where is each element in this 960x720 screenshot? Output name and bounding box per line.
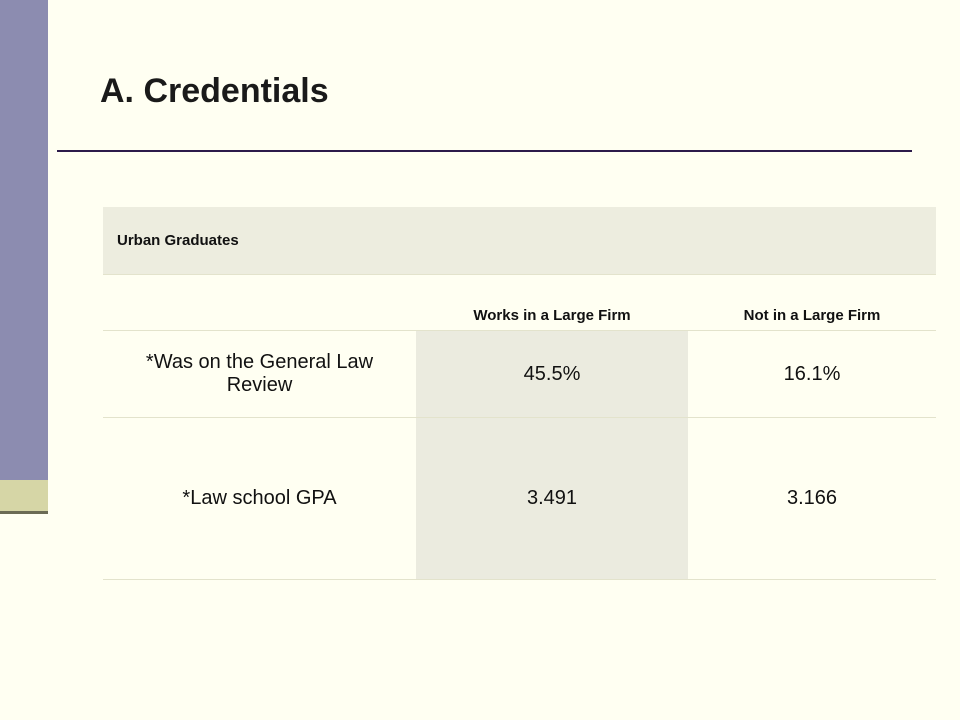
row-label-text: *Law school GPA	[182, 487, 337, 509]
row-label: *Was on the General Law Review	[103, 330, 416, 418]
table-row: *Law school GPA 3.491 3.166	[103, 417, 936, 580]
table-cell: 3.166	[688, 417, 936, 580]
table-cell: 45.5%	[416, 330, 688, 418]
data-table: Urban Graduates Works in a Large Firm No…	[103, 207, 936, 580]
header-cell: Not in a Large Firm	[688, 274, 936, 331]
table-cell: 3.491	[416, 417, 688, 580]
sidebar-accent	[0, 480, 48, 514]
table-cell: 16.1%	[688, 330, 936, 418]
header-cell: Works in a Large Firm	[416, 274, 688, 331]
table-caption: Urban Graduates	[103, 207, 936, 275]
header-cell	[103, 274, 416, 331]
row-label-text: *Was on the General Law Review	[145, 351, 374, 396]
header-row: Works in a Large Firm Not in a Large Fir…	[103, 274, 936, 331]
row-label: *Law school GPA	[103, 417, 416, 580]
table-row: *Was on the General Law Review 45.5% 16.…	[103, 330, 936, 418]
caption-row: Urban Graduates	[103, 207, 936, 275]
sidebar	[0, 0, 48, 480]
title-rule	[57, 150, 912, 152]
title: A. Credentials	[100, 72, 329, 110]
